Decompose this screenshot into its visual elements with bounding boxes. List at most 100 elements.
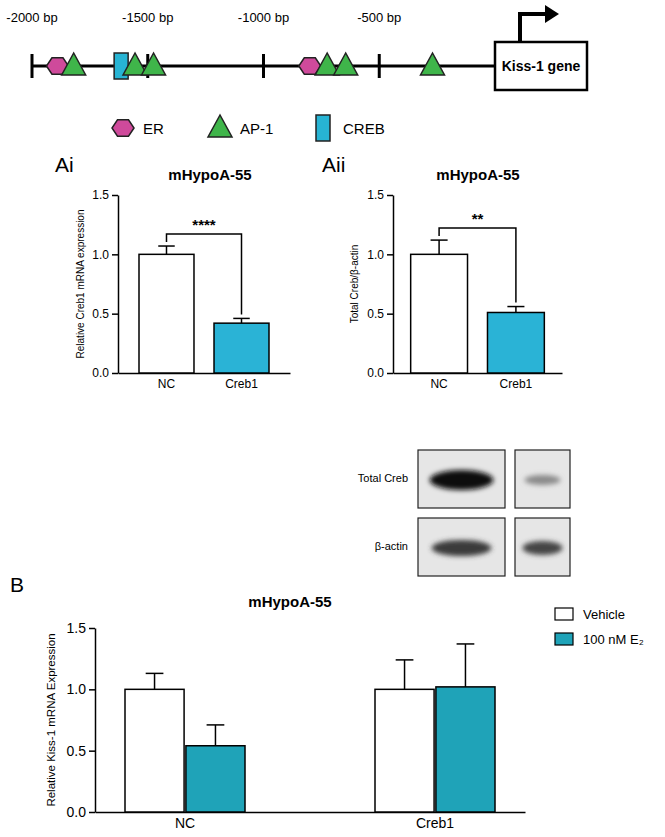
y-axis-line xyxy=(393,196,395,374)
y-tick: 1.5 xyxy=(367,188,393,202)
error-bar-cap xyxy=(146,673,164,675)
plot-area xyxy=(125,644,495,812)
legend-label: ER xyxy=(143,120,164,137)
y-tick-label: 0.0 xyxy=(367,366,384,380)
x-axis: NC Creb1 xyxy=(119,374,291,391)
y-tick: 0.0 xyxy=(367,366,393,380)
y-tick: 0.5 xyxy=(67,743,95,759)
bar xyxy=(375,689,434,812)
error-bar xyxy=(515,307,517,313)
y-axis: 0.0 0.5 1.0 1.5 xyxy=(92,188,118,380)
error-bar-cap xyxy=(507,306,524,308)
x-tick-label: NC xyxy=(430,377,448,391)
y-tick-label: 1.5 xyxy=(367,188,384,202)
blot-panel xyxy=(515,450,570,508)
promoter-tick-label: -1500 bp xyxy=(122,10,173,25)
blot-row-label: Total Creb xyxy=(358,472,408,484)
legend-label: CREB xyxy=(343,120,385,137)
chart-title: mHypoA-55 xyxy=(436,166,519,183)
x-tick: NC xyxy=(430,377,448,391)
significance-label: **** xyxy=(192,216,216,233)
legend-label: 100 nM E₂ xyxy=(583,632,644,647)
y-tick: 1.0 xyxy=(67,681,95,697)
error-bar xyxy=(404,660,406,689)
error-bar-cap xyxy=(431,239,448,241)
y-tick-label: 0.0 xyxy=(92,366,109,380)
blot-band xyxy=(523,541,563,555)
promoter-tick-label: -500 bp xyxy=(357,10,401,25)
chart-title: mHypoA-55 xyxy=(248,593,331,610)
y-tick-label: 0.5 xyxy=(92,307,109,321)
x-tick: NC xyxy=(158,377,176,391)
blot-panel xyxy=(515,518,570,576)
blot-band xyxy=(432,540,492,556)
blot-band xyxy=(430,470,494,490)
promoter-tick xyxy=(31,54,34,78)
gene-label: Kiss-1 gene xyxy=(502,58,581,74)
y-tick-label: 1.5 xyxy=(67,620,87,636)
error-bar xyxy=(154,673,156,689)
y-axis-title: Relative Kiss-1 mRNA Expression xyxy=(45,633,57,806)
panel-label: B xyxy=(10,573,24,596)
y-axis-line xyxy=(95,629,97,813)
legend-label: Vehicle xyxy=(583,607,625,622)
legend-symbol xyxy=(316,115,330,141)
promoter-tick-label: -1000 bp xyxy=(238,10,289,25)
x-tick-label: Creb1 xyxy=(225,377,258,391)
chart-title: mHypoA-55 xyxy=(168,166,251,183)
y-tick-mark xyxy=(387,313,393,315)
x-tick-label: NC xyxy=(175,815,195,831)
binding-site xyxy=(334,53,358,75)
y-tick: 0.5 xyxy=(367,307,393,321)
error-bar xyxy=(465,644,467,687)
promoter-diagram: -2000 bp-1500 bp-1000 bp-500 bpKiss-1 ge… xyxy=(6,5,587,141)
y-tick-mark xyxy=(89,689,95,691)
y-tick-mark xyxy=(89,812,95,814)
binding-site xyxy=(420,53,444,75)
error-bar-cap xyxy=(158,245,174,247)
tss-arrowhead xyxy=(545,5,559,23)
plot-area xyxy=(411,240,545,373)
bar-chart: mHypoA-55Ai0.00.51.01.5Relative Creb1 mR… xyxy=(55,153,291,391)
significance-bracket xyxy=(439,228,516,302)
legend-swatch xyxy=(555,633,573,645)
y-tick-label: 0.0 xyxy=(67,804,87,820)
y-tick: 1.5 xyxy=(92,188,118,202)
y-tick-mark xyxy=(89,750,95,752)
error-bar-cap xyxy=(457,643,475,645)
y-tick-mark xyxy=(112,313,118,315)
plot-area xyxy=(139,246,269,373)
bar-chart: mHypoA-55 Aii 0.0 0.5 1.0 1.5 Total Creb/β-act… xyxy=(322,153,563,391)
significance-label: ** xyxy=(472,210,484,227)
y-tick-label: 1.0 xyxy=(67,681,87,697)
y-axis-title: Total Creb/β-actin xyxy=(349,245,360,324)
binding-site xyxy=(142,53,166,75)
promoter-tick xyxy=(378,54,381,78)
y-tick-mark xyxy=(89,628,95,630)
y-tick-mark xyxy=(387,254,393,256)
binding-site xyxy=(62,53,86,75)
legend-symbol xyxy=(208,115,232,137)
error-bar xyxy=(438,240,440,254)
y-tick: 0.0 xyxy=(67,804,95,820)
y-tick: 1.5 xyxy=(67,620,95,636)
x-axis: NC Creb1 xyxy=(394,374,563,391)
bar xyxy=(139,254,194,373)
legend-swatch xyxy=(555,608,573,620)
y-tick-mark xyxy=(387,195,393,197)
x-tick: Creb1 xyxy=(500,377,533,391)
blot-panel xyxy=(418,518,505,576)
y-tick: 0.5 xyxy=(92,307,118,321)
y-tick: 1.0 xyxy=(92,248,118,262)
y-tick-label: 1.0 xyxy=(367,248,384,262)
y-tick-label: 1.0 xyxy=(92,248,109,262)
panel-label: Aii xyxy=(322,153,345,176)
error-bar-cap xyxy=(396,659,414,661)
figure: -2000 bp-1500 bp-1000 bp-500 bpKiss-1 ge… xyxy=(0,0,665,837)
y-tick-mark xyxy=(112,254,118,256)
error-bar-cap xyxy=(233,318,249,320)
legend-label: AP-1 xyxy=(240,120,273,137)
y-tick-mark xyxy=(112,373,118,375)
x-axis: NCCreb1 xyxy=(96,813,526,831)
bar xyxy=(125,689,184,812)
